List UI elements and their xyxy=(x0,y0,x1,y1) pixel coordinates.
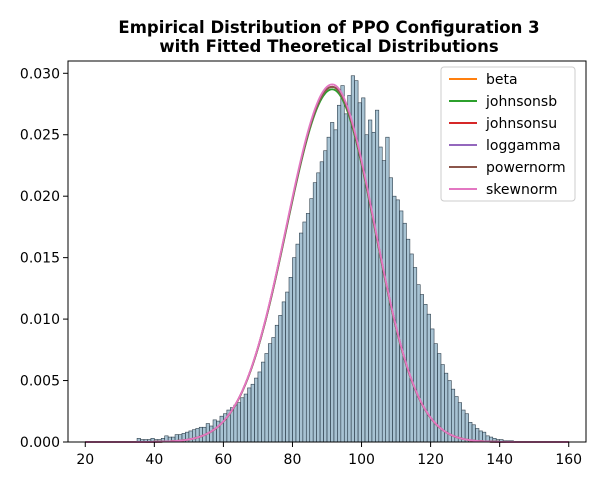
y-tick-label: 0.000 xyxy=(20,435,60,451)
histogram-bar xyxy=(347,95,352,443)
histogram-bar xyxy=(292,257,297,443)
x-axis: 20 40 60 80 100 120 140 160 xyxy=(76,442,582,468)
histogram-bar xyxy=(413,267,418,443)
legend-label-powernorm: powernorm xyxy=(486,160,566,176)
histogram-bar xyxy=(264,353,269,443)
histogram-bar xyxy=(433,343,438,443)
histogram-bar xyxy=(288,277,293,443)
histogram-bar xyxy=(368,119,373,443)
legend-label-beta: beta xyxy=(486,72,518,88)
histogram-bar xyxy=(361,97,366,443)
histogram-bar xyxy=(236,402,241,443)
legend-label-johnsonsu: johnsonsu xyxy=(485,116,557,132)
histogram-bar xyxy=(423,304,428,443)
histogram-bar xyxy=(375,109,380,443)
histogram-bar xyxy=(243,393,248,443)
legend: beta johnsonsb johnsonsu loggamma powernorm s… xyxy=(440,66,576,202)
x-tick-label: 60 xyxy=(214,452,232,468)
x-tick-label: 40 xyxy=(145,452,163,468)
histogram-bar xyxy=(250,383,255,443)
histogram-bar xyxy=(274,324,279,443)
legend-label-skewnorm: skewnorm xyxy=(486,182,558,198)
histogram-bar xyxy=(330,122,335,443)
histogram-bar xyxy=(271,337,276,443)
y-tick-label: 0.020 xyxy=(20,189,60,205)
chart-title-line-1: Empirical Distribution of PPO Configurat… xyxy=(118,18,539,37)
histogram-bar xyxy=(451,388,456,443)
histogram-bar xyxy=(343,113,349,443)
histogram-bar xyxy=(247,387,252,443)
x-tick-label: 120 xyxy=(417,452,444,468)
y-axis: 0.000 0.005 0.010 0.015 0.020 0.025 0.030 xyxy=(20,66,68,451)
histogram-bar xyxy=(326,136,331,443)
histogram-bar xyxy=(409,253,414,443)
histogram-bar xyxy=(461,409,466,443)
histogram-bar xyxy=(295,243,300,443)
histogram-bar xyxy=(312,182,317,443)
histogram-bar xyxy=(378,146,383,443)
histogram-bar xyxy=(261,361,266,443)
y-tick-label: 0.030 xyxy=(20,66,60,82)
histogram-bar xyxy=(323,150,328,443)
histogram-bar xyxy=(195,428,200,443)
y-tick-label: 0.025 xyxy=(20,128,60,144)
histogram-bar xyxy=(419,294,424,443)
histogram-bar xyxy=(257,371,262,443)
histogram-bar xyxy=(333,129,338,443)
x-tick-label: 160 xyxy=(555,452,582,468)
histogram-bar xyxy=(468,422,473,443)
x-tick-label: 20 xyxy=(76,452,94,468)
y-tick-label: 0.005 xyxy=(20,374,60,390)
histogram-bar xyxy=(281,301,286,443)
histogram-bar xyxy=(305,213,311,443)
chart-title-line-2: with Fitted Theoretical Distributions xyxy=(159,37,498,56)
histogram-bar xyxy=(426,313,431,443)
x-tick-label: 100 xyxy=(348,452,375,468)
histogram-bar xyxy=(430,328,435,443)
histogram-bar xyxy=(254,377,259,443)
histogram-bar xyxy=(267,343,273,443)
histogram-bar xyxy=(457,402,462,443)
histogram-bar xyxy=(340,85,345,443)
histogram-bar xyxy=(240,397,245,443)
histogram-bar xyxy=(337,104,342,443)
histogram-bar xyxy=(285,291,290,443)
histogram-bar xyxy=(299,232,304,443)
histogram-bar xyxy=(278,315,283,443)
histogram-bar xyxy=(395,199,400,443)
histogram-bar xyxy=(471,424,476,443)
plot-frame xyxy=(67,60,587,443)
x-tick-label: 80 xyxy=(284,452,302,468)
histogram-bar xyxy=(309,198,314,443)
histogram-bar xyxy=(464,413,469,443)
histogram-bar xyxy=(316,172,321,443)
histogram-bar xyxy=(371,131,376,443)
x-tick-label: 140 xyxy=(486,452,513,468)
histogram-bar xyxy=(198,426,203,443)
histogram-bar xyxy=(219,415,224,443)
histogram-bar xyxy=(188,430,193,443)
histogram-bar xyxy=(416,284,421,443)
histogram-bar xyxy=(454,396,459,443)
histogram-bar xyxy=(192,429,197,443)
histogram-bar xyxy=(399,210,404,443)
y-tick-label: 0.015 xyxy=(20,251,60,267)
legend-label-johnsonsb: johnsonsb xyxy=(485,94,557,110)
histogram-bar xyxy=(302,221,307,443)
histogram-bar xyxy=(381,160,387,443)
histogram-bar xyxy=(406,238,411,443)
histogram-bar xyxy=(402,222,407,443)
histogram-bar xyxy=(233,404,238,443)
y-tick-label: 0.010 xyxy=(20,312,60,328)
legend-label-loggamma: loggamma xyxy=(486,138,561,154)
histogram-bar xyxy=(209,425,214,443)
histogram-bar xyxy=(319,161,324,443)
